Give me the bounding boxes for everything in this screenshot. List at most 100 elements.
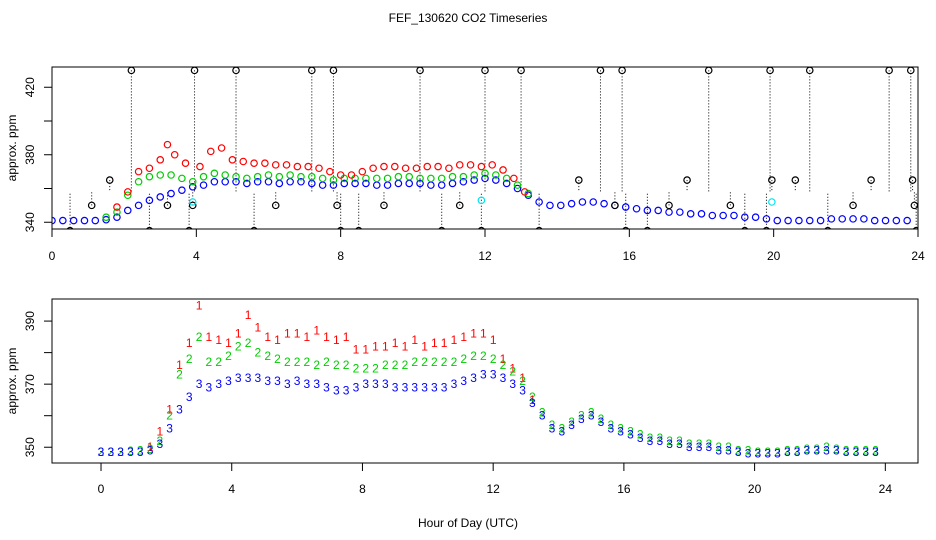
data-point xyxy=(470,176,478,184)
data-point xyxy=(903,216,911,225)
data-point: 3 xyxy=(470,371,477,385)
data-point xyxy=(438,226,446,229)
data-point xyxy=(146,226,153,229)
data-point xyxy=(206,147,215,156)
data-point: 1 xyxy=(304,330,311,344)
data-point: 3 xyxy=(794,445,801,459)
data-point xyxy=(318,181,327,189)
data-point: 1 xyxy=(186,336,193,350)
data-point xyxy=(134,201,143,210)
data-point: 1 xyxy=(147,440,154,454)
data-point: 1 xyxy=(490,333,497,347)
data-point: 1 xyxy=(255,320,262,334)
data-point: 2 xyxy=(117,445,124,459)
data-point xyxy=(763,226,770,229)
data-point: 3 xyxy=(255,371,262,385)
data-point xyxy=(369,164,377,173)
data-point xyxy=(293,162,302,171)
data-point: 3 xyxy=(833,443,840,457)
data-point xyxy=(329,67,338,75)
y-tick-label: 370 xyxy=(23,374,37,394)
data-point xyxy=(827,215,836,223)
data-point: 2 xyxy=(107,445,114,459)
data-point xyxy=(870,216,879,225)
data-point: 3 xyxy=(441,380,448,394)
data-point: 2 xyxy=(127,444,134,458)
data-point: 2 xyxy=(284,355,291,369)
data-point: 1 xyxy=(460,330,467,344)
data-point: 3 xyxy=(872,445,879,459)
data-point xyxy=(337,226,345,229)
x-tick-label: 0 xyxy=(98,482,105,496)
data-point: 3 xyxy=(558,424,565,438)
data-point xyxy=(838,215,847,223)
data-point xyxy=(188,201,197,210)
data-point: 3 xyxy=(451,377,458,391)
data-point xyxy=(766,67,774,75)
data-point: 3 xyxy=(402,380,409,394)
data-point: 3 xyxy=(176,402,183,416)
data-point xyxy=(578,198,587,206)
data-point xyxy=(632,204,641,213)
data-point xyxy=(372,181,381,189)
data-point xyxy=(686,210,695,218)
data-point xyxy=(170,150,179,159)
data-point: 2 xyxy=(666,434,673,448)
data-point xyxy=(329,181,338,189)
data-point xyxy=(355,226,363,229)
data-point xyxy=(477,196,486,205)
data-point xyxy=(123,206,132,215)
data-point xyxy=(510,174,518,183)
data-point xyxy=(326,167,334,176)
x-axis-label: Hour of Day (UTC) xyxy=(418,516,518,530)
plot-area xyxy=(52,67,918,229)
data-point xyxy=(232,67,240,75)
data-point xyxy=(336,171,345,179)
data-point xyxy=(611,201,619,210)
data-point: 3 xyxy=(676,437,683,451)
data-point xyxy=(751,213,760,221)
data-point: 2 xyxy=(794,443,801,457)
data-point: 2 xyxy=(235,339,242,353)
data-point xyxy=(517,67,525,75)
data-point: 1 xyxy=(156,424,163,438)
data-point xyxy=(271,201,280,210)
data-point xyxy=(239,157,248,166)
data-point: 2 xyxy=(441,355,448,369)
data-point: 3 xyxy=(480,368,487,382)
data-point xyxy=(481,67,489,75)
data-point: 3 xyxy=(764,447,771,461)
data-point: 3 xyxy=(627,428,634,442)
x-tick-label: 4 xyxy=(228,482,235,496)
data-point: 2 xyxy=(421,355,428,369)
data-point xyxy=(286,171,294,179)
data-point: 3 xyxy=(568,418,575,432)
data-point xyxy=(405,172,414,181)
data-point: 3 xyxy=(372,377,379,391)
data-point xyxy=(127,67,136,75)
data-point xyxy=(499,166,507,174)
data-point xyxy=(448,179,457,188)
data-point xyxy=(156,193,165,201)
data-point: 1 xyxy=(166,402,173,416)
data-point xyxy=(589,198,598,206)
data-point xyxy=(492,176,500,184)
data-point xyxy=(665,201,673,210)
data-point xyxy=(795,216,803,225)
data-point xyxy=(459,172,468,181)
data-point: 2 xyxy=(480,349,487,363)
data-point: 3 xyxy=(353,380,360,394)
data-point: 3 xyxy=(598,415,605,429)
data-point: 2 xyxy=(656,431,663,445)
data-point xyxy=(102,213,110,221)
data-point xyxy=(372,174,381,183)
data-point xyxy=(784,216,792,225)
data-point: 2 xyxy=(245,336,252,350)
data-point: 2 xyxy=(588,406,595,420)
data-point: 2 xyxy=(725,440,732,454)
data-point xyxy=(362,174,370,183)
data-point xyxy=(622,226,630,229)
data-point: 2 xyxy=(304,355,311,369)
data-point: 3 xyxy=(156,437,163,451)
